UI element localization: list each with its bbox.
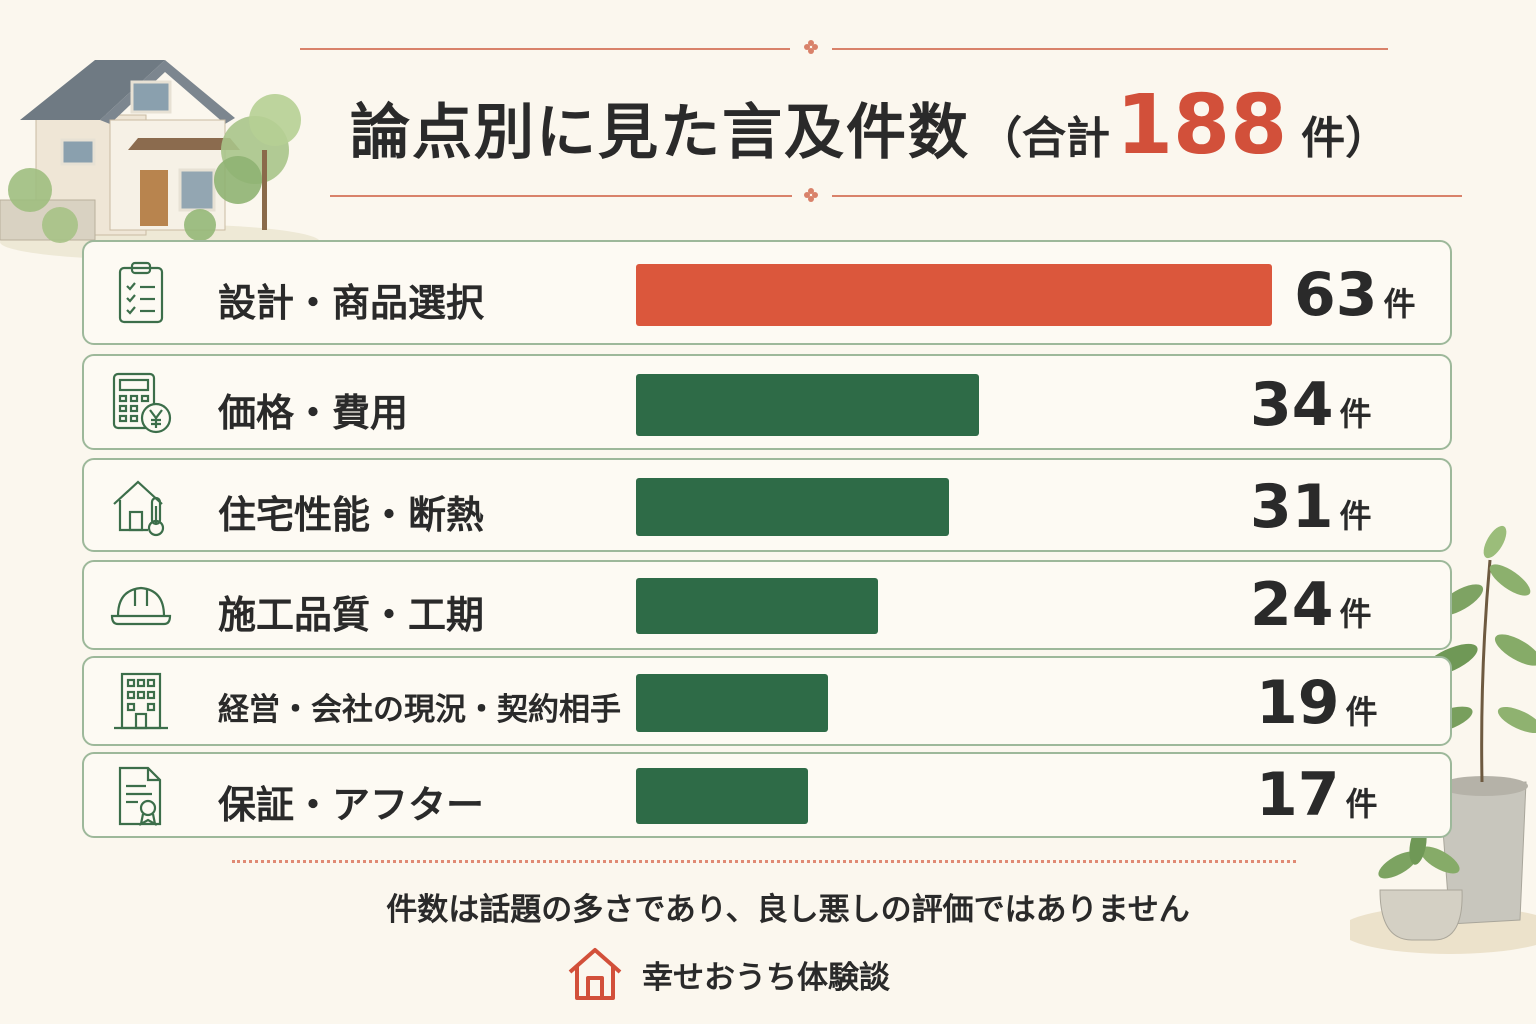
footer-divider [232,860,1296,863]
chart-row: 住宅性能・断熱 31 件 [82,458,1452,552]
row-count: 31 件 [1250,472,1372,542]
row-count: 63 件 [1294,260,1416,330]
chart-bar [636,674,828,732]
chart-bar [636,578,878,634]
row-label: 価格・費用 [218,391,409,435]
house-illustration [0,60,320,260]
hard-hat-icon [110,586,172,626]
chart-row: 経営・会社の現況・契約相手 19 件 [82,656,1452,746]
brand: 幸せおうち体験談 [566,944,890,1004]
chart-bar [636,768,808,824]
title-bottom-line-left [330,195,792,197]
office-building-icon [114,672,168,730]
footer-note: 件数は話題の多さであり、良し悪しの評価ではありません [386,892,1190,928]
title-paren-open: （合計 [978,113,1110,164]
count-value: 31 [1250,472,1334,542]
count-unit: 件 [1339,395,1372,433]
count-value: 24 [1250,570,1334,640]
chart-row: 保証・アフター 17 件 [82,752,1452,838]
title-top-ornament [804,40,818,54]
count-value: 63 [1294,260,1378,330]
row-count: 19 件 [1256,668,1378,738]
count-value: 34 [1250,370,1334,440]
chart-row: 設計・商品選択 63 件 [82,240,1452,345]
chart-row: 価格・費用 34 件 [82,354,1452,450]
chart-row: 施工品質・工期 24 件 [82,560,1452,650]
row-label: 設計・商品選択 [218,281,485,325]
title-main: 論点別に見た言及件数 [350,98,970,168]
row-label: 住宅性能・断熱 [218,493,485,537]
house-icon [568,948,622,1000]
count-unit: 件 [1345,785,1378,823]
row-count: 24 件 [1250,570,1372,640]
count-unit: 件 [1339,497,1372,535]
title-top-line-left [300,48,790,50]
row-count: 34 件 [1250,370,1372,440]
count-value: 17 [1256,760,1340,830]
brand-name: 幸せおうち体験談 [642,959,890,996]
house-thermometer-icon [113,480,165,537]
calculator-yen-icon [112,372,172,434]
certificate-document-icon [118,766,162,827]
count-value: 19 [1256,668,1340,738]
chart-bar [636,374,979,436]
title-bottom-line-right [832,195,1462,197]
title-unit-close: 件） [1301,113,1390,164]
title-bottom-ornament [804,188,818,202]
row-count: 17 件 [1256,760,1378,830]
count-unit: 件 [1345,693,1378,731]
chart-title: 論点別に見た言及件数 （合計 188 件） [350,78,1389,178]
title-total: 188 [1116,78,1288,173]
count-unit: 件 [1383,285,1416,323]
clipboard-checklist-icon [118,261,164,324]
row-label: 経営・会社の現況・契約相手 [218,692,621,728]
chart-bar [636,478,949,536]
count-unit: 件 [1339,595,1372,633]
row-label: 施工品質・工期 [218,593,485,637]
title-top-line-right [832,48,1388,50]
chart-bar [636,264,1272,326]
row-label: 保証・アフター [218,783,485,827]
